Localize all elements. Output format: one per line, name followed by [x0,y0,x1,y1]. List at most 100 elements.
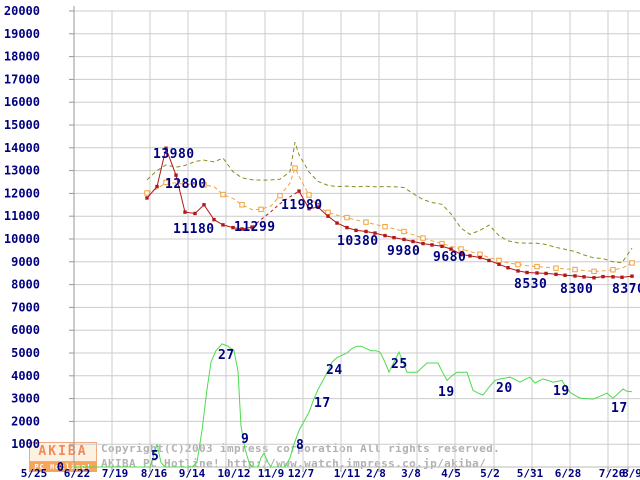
x-axis-label: 5/2 [480,467,500,480]
marker-lowest-price [573,274,577,278]
marker-lowest-price [316,205,320,209]
y-axis-label: 18000 [4,50,40,64]
series-shop-count [74,343,633,468]
y-axis-label: 9000 [11,255,40,269]
marker-lowest-price [516,269,520,273]
x-axis-label: 2/8 [366,467,386,480]
x-axis-label: 11/9 [258,467,285,480]
x-axis-label: 6/28 [555,467,582,480]
x-axis-label: 4/5 [441,467,461,480]
x-axis-label: 8/9 [622,467,640,480]
marker-lowest-price [630,274,634,278]
marker-lowest-price [392,235,396,240]
price-label: 12800 [165,177,207,192]
marker-lowest-price [193,211,197,216]
price-label: 10380 [337,234,379,249]
marker-lowest-price [307,206,311,211]
price-label: 11980 [281,198,323,213]
marker-average-price [258,206,264,213]
marker-lowest-price [326,214,330,218]
marker-lowest-price [202,203,206,207]
price-label: 8530 [514,277,547,292]
marker-lowest-price [554,272,558,277]
price-label: 13980 [153,147,195,162]
marker-average-price [239,202,245,208]
series-highest-price [146,141,633,264]
marker-lowest-price [478,255,482,260]
x-axis-label: 8/16 [141,467,168,480]
marker-lowest-price [354,228,358,233]
marker-lowest-price [212,217,216,222]
marker-lowest-price [506,266,510,270]
marker-average-price [344,214,350,221]
marker-average-price [572,266,578,273]
marker-lowest-price [402,237,406,242]
count-label: 19 [553,384,570,399]
marker-average-price [420,235,426,241]
marker-lowest-price [468,254,472,258]
x-axis-label: 12/7 [288,467,315,480]
marker-average-price [382,223,388,230]
price-label: 9980 [387,244,420,259]
y-axis-label: 11000 [4,209,40,223]
marker-average-price [496,257,502,264]
marker-average-price [277,192,283,199]
marker-lowest-price [221,223,225,227]
marker-lowest-price [174,173,178,177]
count-label: 19 [438,385,455,400]
price-label: 8370 [612,282,640,297]
y-axis-label: 3000 [11,392,40,406]
marker-average-price [144,190,150,196]
marker-lowest-price [497,262,501,267]
y-axis-label: 17000 [4,72,40,86]
marker-lowest-price [601,274,605,279]
copyright-text: Copyright(C)2003 impress corporation All… [101,442,501,455]
marker-lowest-price [231,225,235,230]
price-label: 11299 [234,220,276,235]
y-axis-label: 15000 [4,118,40,132]
marker-lowest-price [421,241,425,246]
marker-lowest-price [183,210,187,214]
marker-average-price [553,265,559,271]
marker-lowest-price [250,225,254,229]
marker-lowest-price [449,247,453,251]
marker-average-price [363,219,369,225]
marker-average-price [629,260,635,266]
y-axis-label: 19000 [4,27,40,41]
marker-average-price [220,191,226,198]
marker-lowest-price [487,258,491,263]
y-axis-label: 14000 [4,141,40,155]
marker-lowest-price [335,221,339,225]
y-axis-label: 5000 [11,346,40,360]
marker-average-price [591,268,597,275]
x-axis-label: 5/31 [517,467,544,480]
marker-average-price [610,267,616,273]
series-lowest-price-gap [251,190,300,228]
marker-lowest-price [440,244,444,248]
marker-average-price [534,263,540,270]
y-axis-label: 16000 [4,95,40,109]
y-axis-label: 13000 [4,164,40,178]
x-axis-label: 10/12 [217,467,250,480]
count-label: 24 [326,363,343,378]
marker-lowest-price [544,271,548,276]
akiba-logo-subtitle: PC Hotline! [29,462,97,472]
x-axis-label: 5/25 [21,467,48,480]
marker-lowest-price [620,275,624,280]
x-axis-label: 1/11 [334,467,361,480]
marker-lowest-price [164,146,168,150]
marker-average-price [292,165,298,171]
marker-lowest-price [373,231,377,235]
marker-average-price [458,246,464,252]
count-label: 27 [218,348,235,363]
marker-lowest-price [155,184,159,189]
marker-lowest-price [411,239,415,244]
marker-average-price [182,181,188,187]
marker-average-price [306,192,312,198]
count-label: 8 [296,438,304,453]
marker-average-price [325,209,331,216]
marker-lowest-price [582,275,586,279]
count-label: 25 [391,357,408,372]
